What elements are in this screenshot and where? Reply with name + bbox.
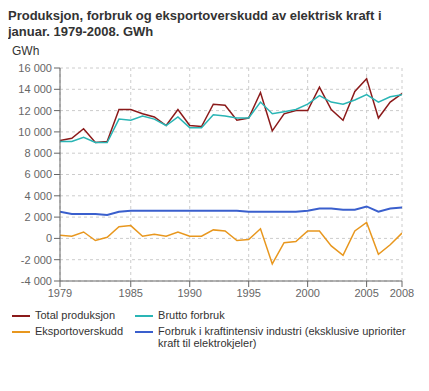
svg-text:10 000: 10 000 <box>18 126 52 138</box>
html-text:januar. 1979-2008. GWh: januar. 1979-2008. GWh <box>8 24 154 39</box>
svg-text:14 000: 14 000 <box>18 83 52 95</box>
svg-text:0: 0 <box>46 232 52 244</box>
svg-text:2000: 2000 <box>295 287 319 299</box>
svg-text:1990: 1990 <box>177 287 201 299</box>
html-text:Total produksjon: Total produksjon <box>35 309 116 321</box>
svg-text:8 000: 8 000 <box>24 147 52 159</box>
svg-text:2005: 2005 <box>354 287 378 299</box>
svg-text:16 000: 16 000 <box>18 62 52 74</box>
html-text:Brutto forbruk: Brutto forbruk <box>158 309 225 321</box>
svg-text:6 000: 6 000 <box>24 168 52 180</box>
html-text:Produksjon, forbruk og eksport: Produksjon, forbruk og eksportoverskudd … <box>8 8 382 23</box>
html-text:Eksportoverskudd: Eksportoverskudd <box>35 325 123 337</box>
svg-text:1979: 1979 <box>48 287 72 299</box>
svg-text:1985: 1985 <box>119 287 143 299</box>
svg-text:12 000: 12 000 <box>18 105 52 117</box>
html-text:GWh: GWh <box>12 44 40 58</box>
html-text:Forbruk i kraftintensiv indust: Forbruk i kraftintensiv industri (eksklu… <box>158 325 406 349</box>
svg-text:4 000: 4 000 <box>24 190 52 202</box>
svg-text:-4 000: -4 000 <box>21 275 52 287</box>
svg-text:-2 000: -2 000 <box>21 254 52 266</box>
svg-text:2 000: 2 000 <box>24 211 52 223</box>
svg-text:1995: 1995 <box>236 287 260 299</box>
svg-text:2008: 2008 <box>390 287 414 299</box>
